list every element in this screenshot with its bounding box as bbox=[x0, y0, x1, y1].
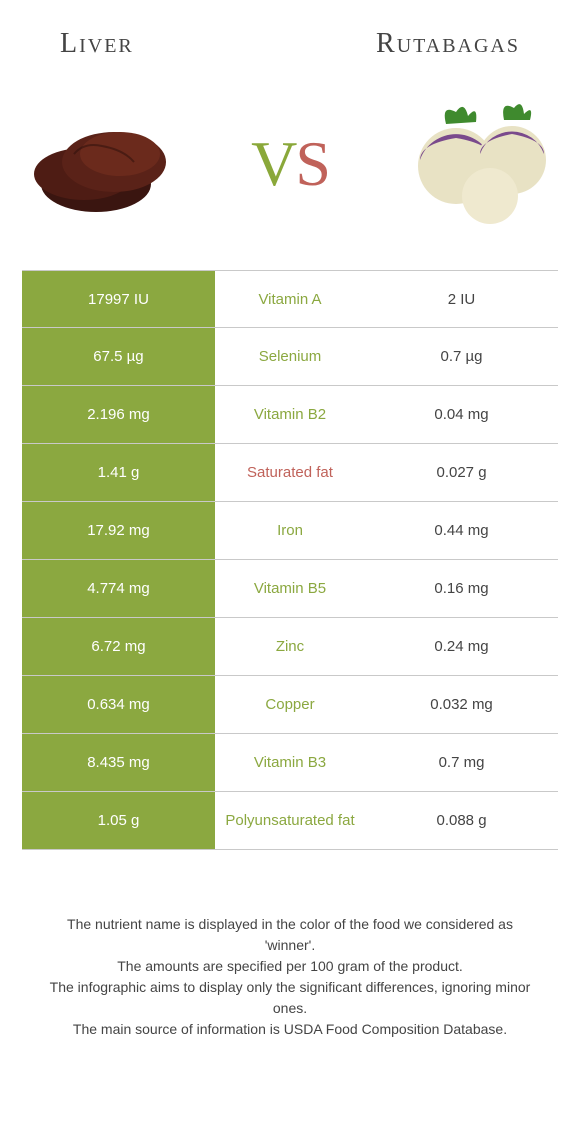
vs-label: VS bbox=[251, 127, 329, 201]
image-vs-row: VS bbox=[0, 70, 580, 270]
left-value: 1.41 g bbox=[22, 444, 215, 501]
footer-line: The nutrient name is displayed in the co… bbox=[40, 914, 540, 956]
footer-line: The infographic aims to display only the… bbox=[40, 977, 540, 1019]
nutrient-name: Polyunsaturated fat bbox=[215, 792, 365, 849]
table-row: 1.05 gPolyunsaturated fat0.088 g bbox=[22, 792, 558, 850]
rutabagas-icon bbox=[386, 94, 556, 234]
nutrient-name: Zinc bbox=[215, 618, 365, 675]
left-value: 8.435 mg bbox=[22, 734, 215, 791]
right-value: 0.7 mg bbox=[365, 734, 558, 791]
footer-line: The amounts are specified per 100 gram o… bbox=[40, 956, 540, 977]
nutrient-name: Saturated fat bbox=[215, 444, 365, 501]
left-value: 67.5 µg bbox=[22, 328, 215, 385]
left-value: 6.72 mg bbox=[22, 618, 215, 675]
nutrient-name: Vitamin B2 bbox=[215, 386, 365, 443]
vs-letter-v: V bbox=[251, 128, 295, 199]
right-food-title: Rutabagas bbox=[376, 28, 520, 60]
nutrient-name: Selenium bbox=[215, 328, 365, 385]
left-value: 4.774 mg bbox=[22, 560, 215, 617]
nutrient-name: Vitamin B5 bbox=[215, 560, 365, 617]
table-row: 17997 IUVitamin A2 IU bbox=[22, 270, 558, 328]
left-value: 1.05 g bbox=[22, 792, 215, 849]
table-row: 67.5 µgSelenium0.7 µg bbox=[22, 328, 558, 386]
right-value: 0.027 g bbox=[365, 444, 558, 501]
right-value: 0.088 g bbox=[365, 792, 558, 849]
footer-notes: The nutrient name is displayed in the co… bbox=[0, 850, 580, 1040]
nutrient-name: Vitamin A bbox=[215, 271, 365, 327]
nutrient-name: Vitamin B3 bbox=[215, 734, 365, 791]
left-food-title: Liver bbox=[60, 28, 134, 60]
left-value: 17.92 mg bbox=[22, 502, 215, 559]
title-row: Liver Rutabagas bbox=[0, 0, 580, 70]
right-value: 2 IU bbox=[365, 271, 558, 327]
footer-line: The main source of information is USDA F… bbox=[40, 1019, 540, 1040]
table-row: 0.634 mgCopper0.032 mg bbox=[22, 676, 558, 734]
table-row: 6.72 mgZinc0.24 mg bbox=[22, 618, 558, 676]
table-row: 4.774 mgVitamin B50.16 mg bbox=[22, 560, 558, 618]
nutrient-name: Copper bbox=[215, 676, 365, 733]
left-value: 0.634 mg bbox=[22, 676, 215, 733]
table-row: 17.92 mgIron0.44 mg bbox=[22, 502, 558, 560]
liver-icon bbox=[24, 94, 194, 234]
table-row: 2.196 mgVitamin B20.04 mg bbox=[22, 386, 558, 444]
right-value: 0.44 mg bbox=[365, 502, 558, 559]
right-value: 0.24 mg bbox=[365, 618, 558, 675]
right-value: 0.04 mg bbox=[365, 386, 558, 443]
table-row: 8.435 mgVitamin B30.7 mg bbox=[22, 734, 558, 792]
nutrient-name: Iron bbox=[215, 502, 365, 559]
right-value: 0.7 µg bbox=[365, 328, 558, 385]
left-value: 2.196 mg bbox=[22, 386, 215, 443]
left-value: 17997 IU bbox=[22, 271, 215, 327]
comparison-table: 17997 IUVitamin A2 IU67.5 µgSelenium0.7 … bbox=[0, 270, 580, 850]
infographic-container: Liver Rutabagas VS bbox=[0, 0, 580, 1040]
table-row: 1.41 gSaturated fat0.027 g bbox=[22, 444, 558, 502]
right-value: 0.032 mg bbox=[365, 676, 558, 733]
right-value: 0.16 mg bbox=[365, 560, 558, 617]
vs-letter-s: S bbox=[295, 128, 329, 199]
